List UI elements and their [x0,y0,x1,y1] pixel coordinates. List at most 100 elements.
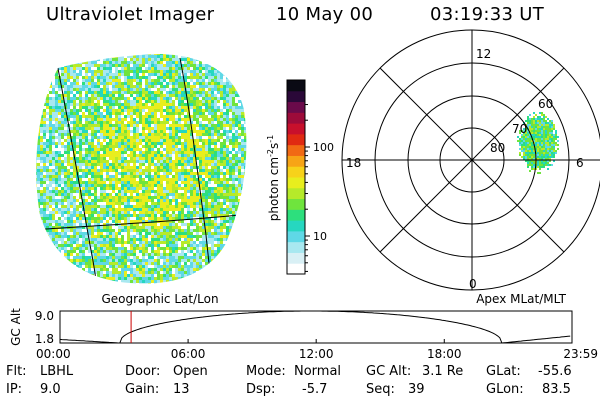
globe-pixel [238,217,241,220]
globe-pixel [115,253,118,256]
globe-pixel [46,199,49,202]
globe-pixel [106,271,109,274]
globe-pixel [145,202,148,205]
globe-pixel [148,115,151,118]
globe-pixel [148,94,151,97]
globe-pixel [148,148,151,151]
globe-pixel [172,73,175,76]
globe-pixel [193,187,196,190]
globe-pixel [36,109,37,112]
globe-pixel [160,124,163,127]
globe-pixel [142,193,145,196]
globe-pixel [157,76,160,79]
globe-pixel [55,142,58,145]
globe-pixel [238,268,241,271]
globe-pixel [85,259,88,262]
globe-pixel [214,103,217,106]
globe-pixel [244,133,247,136]
globe-pixel [97,157,100,160]
globe-pixel [142,106,145,109]
globe-pixel [136,187,139,190]
globe-pixel [124,256,127,259]
globe-pixel [223,187,226,190]
globe-pixel [52,199,55,202]
globe-pixel [202,58,205,61]
globe-pixel [49,205,52,208]
globe-pixel [157,274,160,277]
globe-pixel [106,124,109,127]
globe-pixel [61,256,64,259]
globe-pixel [196,166,199,169]
globe-pixel [244,268,247,271]
globe-pixel [97,67,100,70]
globe-pixel [85,61,88,64]
globe-pixel [145,184,148,187]
globe-pixel [145,205,148,208]
globe-pixel [36,94,37,97]
globe-pixel [124,226,127,229]
globe-pixel [172,79,175,82]
globe-pixel [82,85,85,88]
globe-pixel [139,271,142,274]
globe-pixel [118,232,121,235]
globe-pixel [238,151,241,154]
globe-pixel [145,187,148,190]
globe-pixel [115,58,118,61]
globe-pixel [112,127,115,130]
globe-pixel [124,187,127,190]
globe-pixel [157,250,160,253]
globe-pixel [193,181,196,184]
globe-pixel [217,184,220,187]
globe-pixel [49,196,52,199]
globe-pixel [226,271,229,274]
globe-pixel [148,76,151,79]
globe-pixel [142,274,145,277]
globe-pixel [220,148,223,151]
globe-pixel [31,103,34,106]
globe-pixel [100,268,103,271]
globe-pixel [202,178,205,181]
globe-pixel [226,58,229,61]
globe-pixel [217,244,220,247]
globe-pixel [133,133,136,136]
globe-pixel [211,247,214,250]
globe-pixel [118,55,121,58]
globe-pixel [247,169,250,172]
globe-pixel [217,151,220,154]
globe-pixel [61,211,64,214]
globe-pixel [232,94,235,97]
globe-pixel [226,193,229,196]
globe-pixel [133,196,136,199]
globe-pixel [100,259,103,262]
globe-pixel [88,88,91,91]
globe-pixel [202,157,205,160]
globe-pixel [235,271,238,274]
globe-pixel [49,79,52,82]
globe-pixel [112,220,115,223]
globe-pixel [36,127,37,130]
globe-pixel [172,70,175,73]
globe-pixel [136,133,139,136]
globe-pixel [130,142,133,145]
globe-pixel [82,139,85,142]
globe-pixel [205,220,208,223]
globe-pixel [61,127,64,130]
globe-pixel [214,145,217,148]
globe-pixel [82,196,85,199]
globe-pixel [46,55,49,58]
globe-pixel [145,145,148,148]
globe-pixel [172,196,175,199]
globe-pixel [247,82,250,85]
globe-pixel [175,148,178,151]
globe-pixel [187,61,190,64]
globe-pixel [250,145,253,148]
globe-pixel [55,265,58,268]
globe-pixel [88,76,91,79]
globe-pixel [163,196,166,199]
globe-pixel [37,103,40,106]
globe-pixel [217,253,220,256]
globe-pixel [235,259,238,262]
globe-pixel [166,178,169,181]
globe-pixel [136,184,139,187]
globe-pixel [37,196,40,199]
